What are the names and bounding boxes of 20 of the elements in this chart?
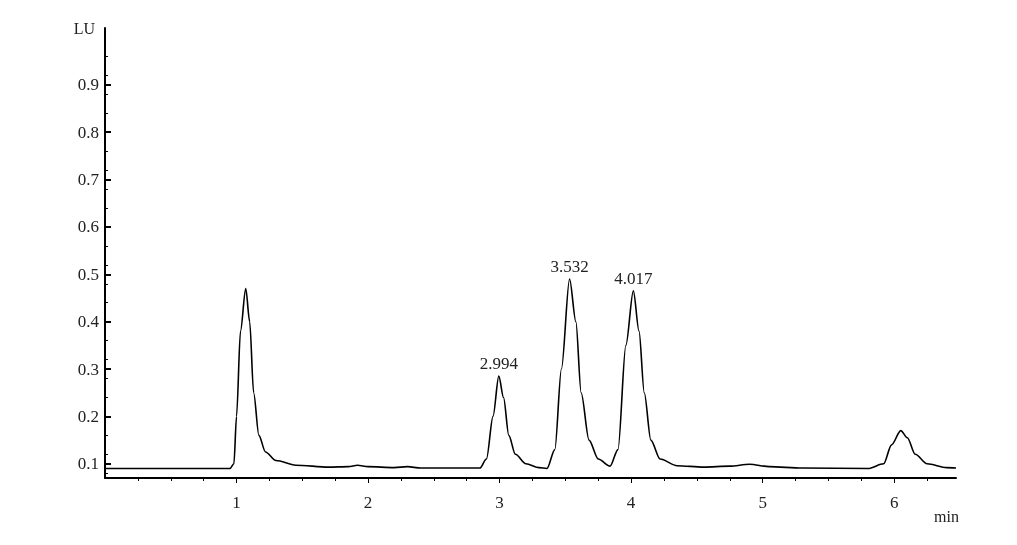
annotation: 4.017 bbox=[614, 268, 653, 288]
x-tick-label: 3 bbox=[495, 493, 504, 512]
y-tick-label: 0.6 bbox=[77, 217, 99, 237]
y-tick-label: 0.8 bbox=[77, 122, 99, 142]
y-tick-label: 0.1 bbox=[77, 454, 99, 474]
x-tick-label: 2 bbox=[363, 493, 373, 512]
x-tick-label: 6 bbox=[889, 493, 899, 512]
y-tick-label: 0.9 bbox=[77, 75, 99, 95]
x-tick-label: 5 bbox=[758, 493, 767, 512]
x-tick-label: 4 bbox=[626, 493, 636, 512]
y-tick-label: 0.3 bbox=[77, 359, 99, 379]
annotation: 2.994 bbox=[479, 354, 519, 374]
x-axis-title: min bbox=[934, 507, 959, 525]
x-tick-label: 1 bbox=[232, 493, 241, 512]
y-tick-label: 0.5 bbox=[77, 264, 99, 284]
y-tick-label: 0.2 bbox=[77, 406, 99, 426]
annotation: 3.532 bbox=[550, 257, 589, 277]
y-tick-label: 0.7 bbox=[77, 170, 100, 190]
y-tick-label: 0.4 bbox=[77, 312, 100, 332]
y-axis-title: LU bbox=[73, 19, 96, 37]
